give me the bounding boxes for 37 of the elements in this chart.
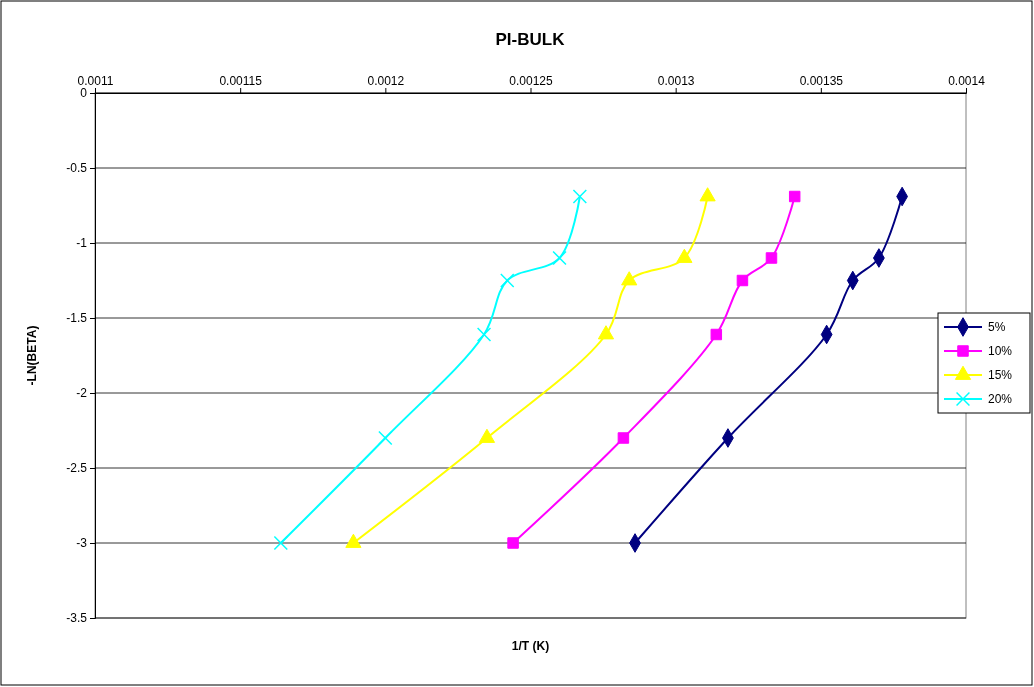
x-tick-label: 0.0011 <box>77 74 114 88</box>
x-tick-label: 0.00135 <box>799 74 844 88</box>
point <box>507 537 519 549</box>
y-tick-label: -3 <box>76 536 88 551</box>
point <box>552 250 567 266</box>
point <box>572 189 588 204</box>
point <box>710 328 723 341</box>
y-tick-label: -1 <box>76 236 88 251</box>
x-tick-label: 0.00125 <box>509 74 554 88</box>
point <box>476 327 492 342</box>
y-tick-label: -0.5 <box>66 161 88 176</box>
y-tick-label: -3.5 <box>66 611 88 626</box>
y-tick-label: -2 <box>76 386 88 401</box>
x-tick-label: 0.0014 <box>948 74 986 88</box>
point <box>736 274 749 287</box>
y-axis-title: -LN(BETA) <box>25 325 39 386</box>
point <box>765 252 778 264</box>
y-tick-label: -2.5 <box>66 461 88 476</box>
point <box>597 325 615 340</box>
point <box>788 190 801 203</box>
point <box>378 430 393 446</box>
point <box>617 432 630 444</box>
x-tick-label: 0.0012 <box>367 74 405 88</box>
point <box>500 273 515 288</box>
x-tick-label: 0.0013 <box>657 74 695 88</box>
legend-label: 20% <box>988 392 1013 406</box>
legend-label: 15% <box>988 368 1013 382</box>
legend-label: 10% <box>988 344 1013 358</box>
point <box>273 535 288 551</box>
y-tick-label: 0 <box>80 86 88 101</box>
point <box>699 187 716 202</box>
point <box>621 271 638 286</box>
x-tick-label: 0.00115 <box>219 74 263 88</box>
x-axis-title: 1/T (K) <box>511 639 550 653</box>
legend-label: 5% <box>988 320 1006 334</box>
chart-title: PI-BULK <box>495 30 566 49</box>
y-tick-label: -1.5 <box>66 311 88 326</box>
